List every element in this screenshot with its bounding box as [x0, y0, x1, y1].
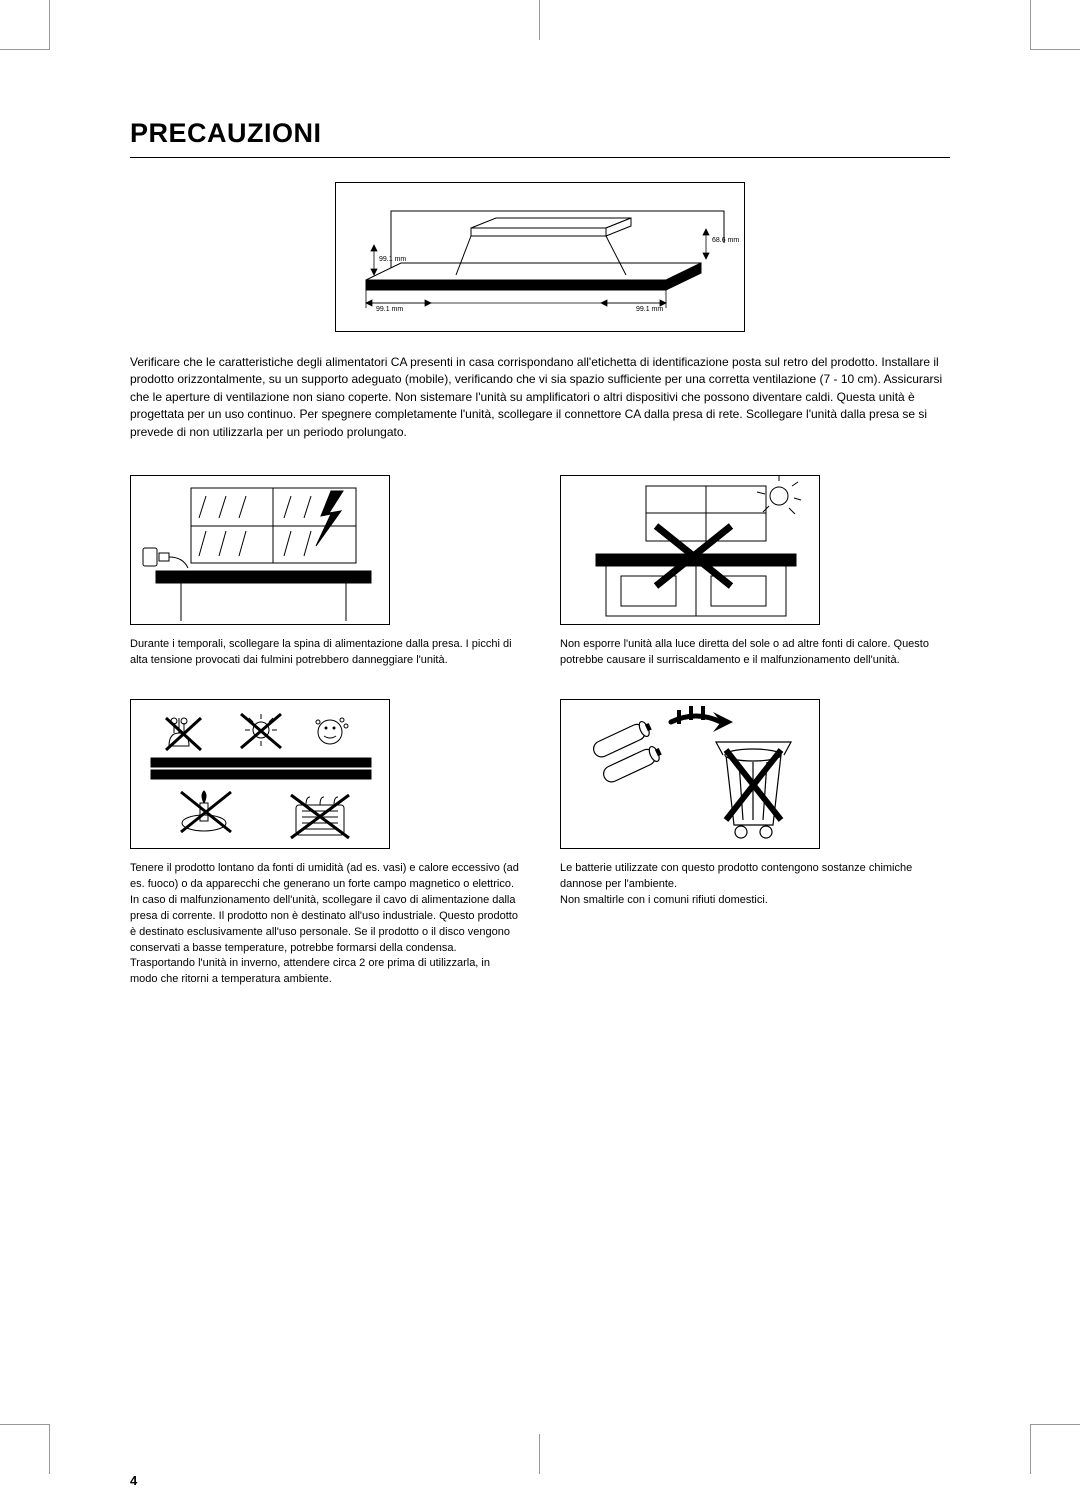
dim-bottom-left: 99.1 mm: [376, 306, 403, 313]
intro-paragraph: Verificare che le caratteristiche degli …: [130, 354, 950, 441]
humidity-block: Tenere il prodotto lontano da fonti di u…: [130, 699, 520, 989]
crop-mark: [539, 0, 540, 40]
crop-mark: [0, 1424, 50, 1425]
lightning-block: Durante i temporali, scollegare la spina…: [130, 475, 520, 669]
batteries-block: Le batterie utilizzate con questo prodot…: [560, 699, 950, 909]
humidity-caption: Tenere il prodotto lontano da fonti di u…: [130, 861, 520, 989]
batteries-illustration: [560, 699, 820, 849]
page-title: PRECAUZIONI: [130, 118, 950, 158]
lightning-illustration: [130, 475, 390, 625]
crop-mark: [1030, 1424, 1031, 1474]
humidity-illustration: [130, 699, 390, 849]
left-column: Durante i temporali, scollegare la spina…: [130, 475, 520, 1018]
right-column: Non esporre l'unità alla luce diretta de…: [560, 475, 950, 1018]
page-number: 4: [130, 1473, 137, 1488]
crop-mark: [1030, 0, 1031, 50]
crop-mark: [1030, 1424, 1080, 1425]
dim-bottom-right: 99.1 mm: [636, 306, 663, 313]
page-content: PRECAUZIONI: [130, 118, 950, 1018]
crop-mark: [49, 1424, 50, 1474]
lightning-caption: Durante i temporali, scollegare la spina…: [130, 637, 520, 669]
sunlight-caption: Non esporre l'unità alla luce diretta de…: [560, 637, 950, 669]
crop-mark: [539, 1434, 540, 1474]
content-columns: Durante i temporali, scollegare la spina…: [130, 475, 950, 1018]
sunlight-illustration: [560, 475, 820, 625]
batteries-caption: Le batterie utilizzate con questo prodot…: [560, 861, 950, 909]
crop-mark: [49, 0, 50, 50]
sunlight-block: Non esporre l'unità alla luce diretta de…: [560, 475, 950, 669]
crop-mark: [0, 49, 50, 50]
crop-mark: [1030, 49, 1080, 50]
dim-top-right: 68.6 mm: [712, 237, 739, 244]
ventilation-diagram: 68.6 mm 99.1 mm 99.1 mm 99.1 mm: [130, 182, 950, 332]
dim-left: 99.1 mm: [379, 256, 406, 263]
